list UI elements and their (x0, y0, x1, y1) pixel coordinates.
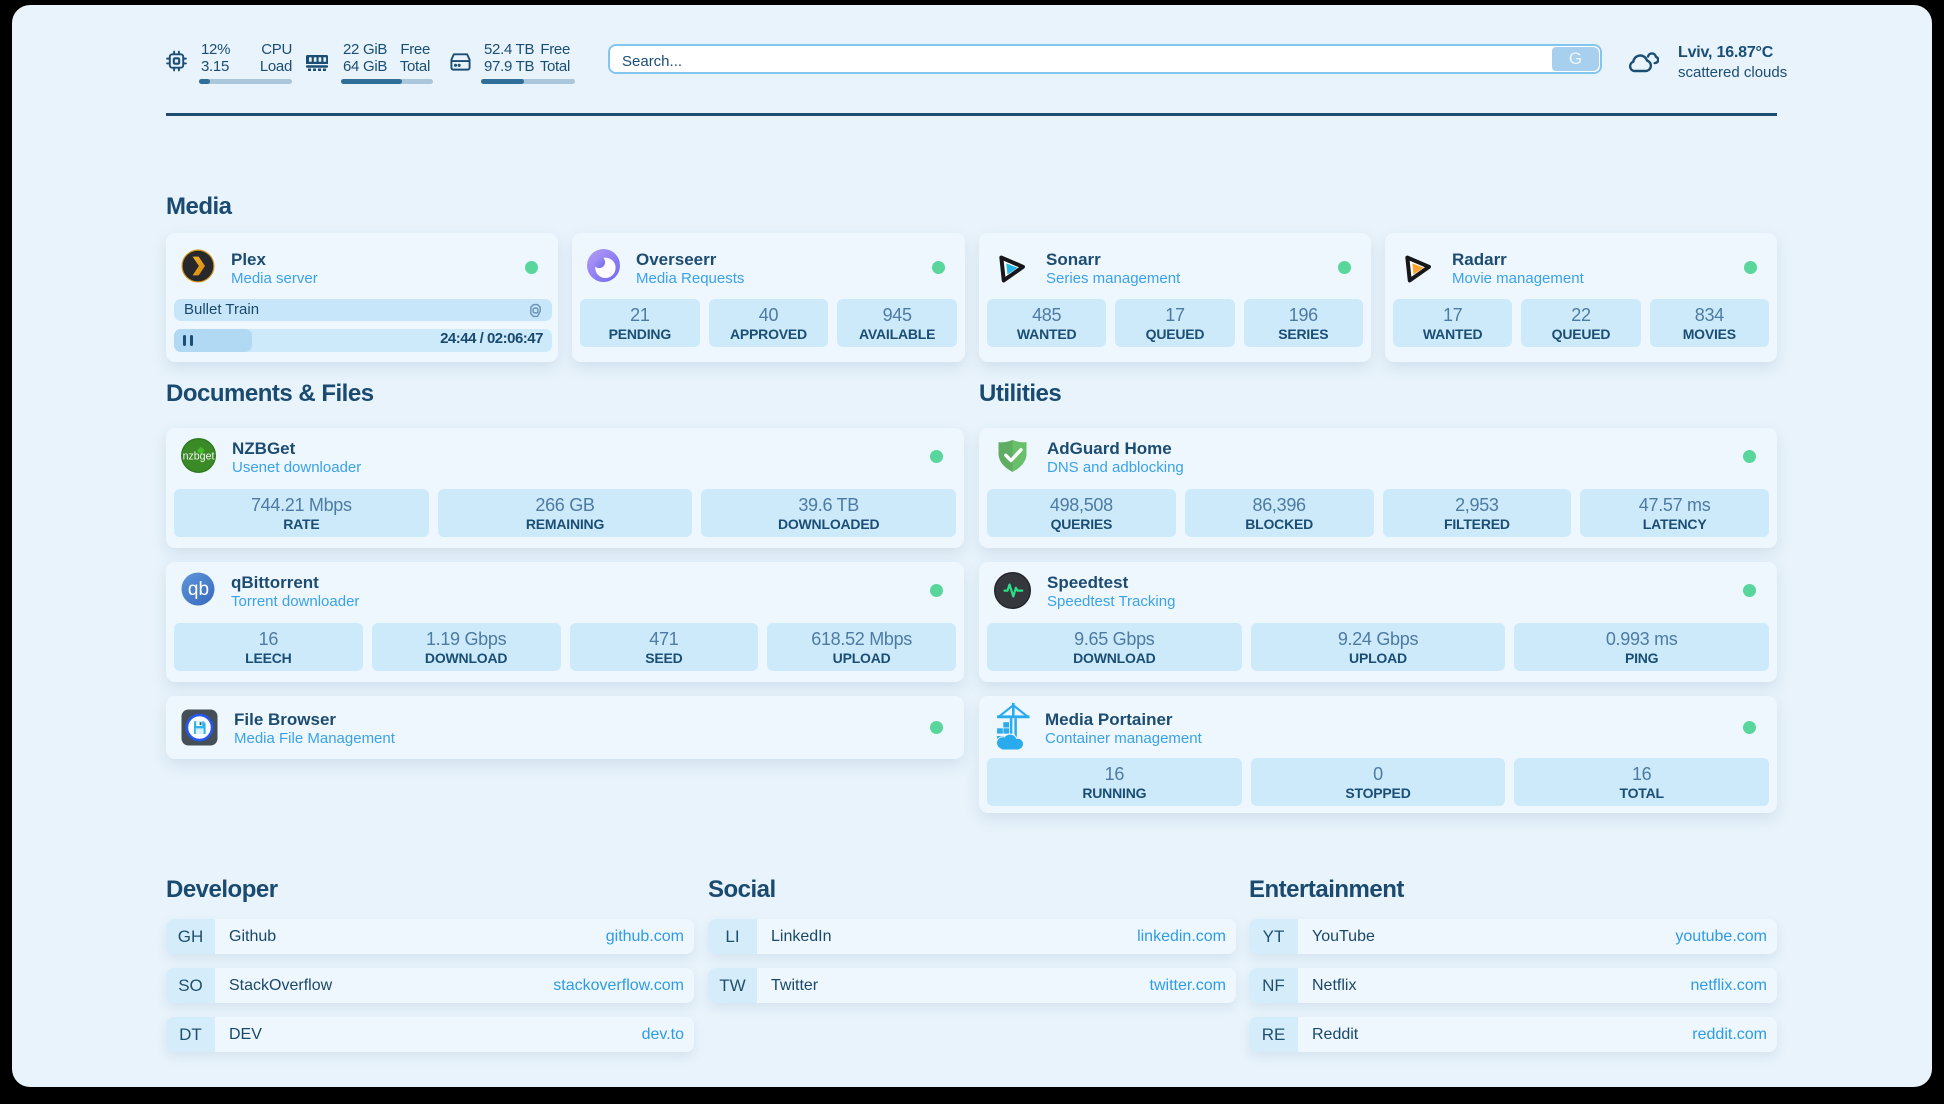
svg-text:qb: qb (188, 579, 209, 600)
svg-text:nzbget: nzbget (183, 451, 215, 463)
